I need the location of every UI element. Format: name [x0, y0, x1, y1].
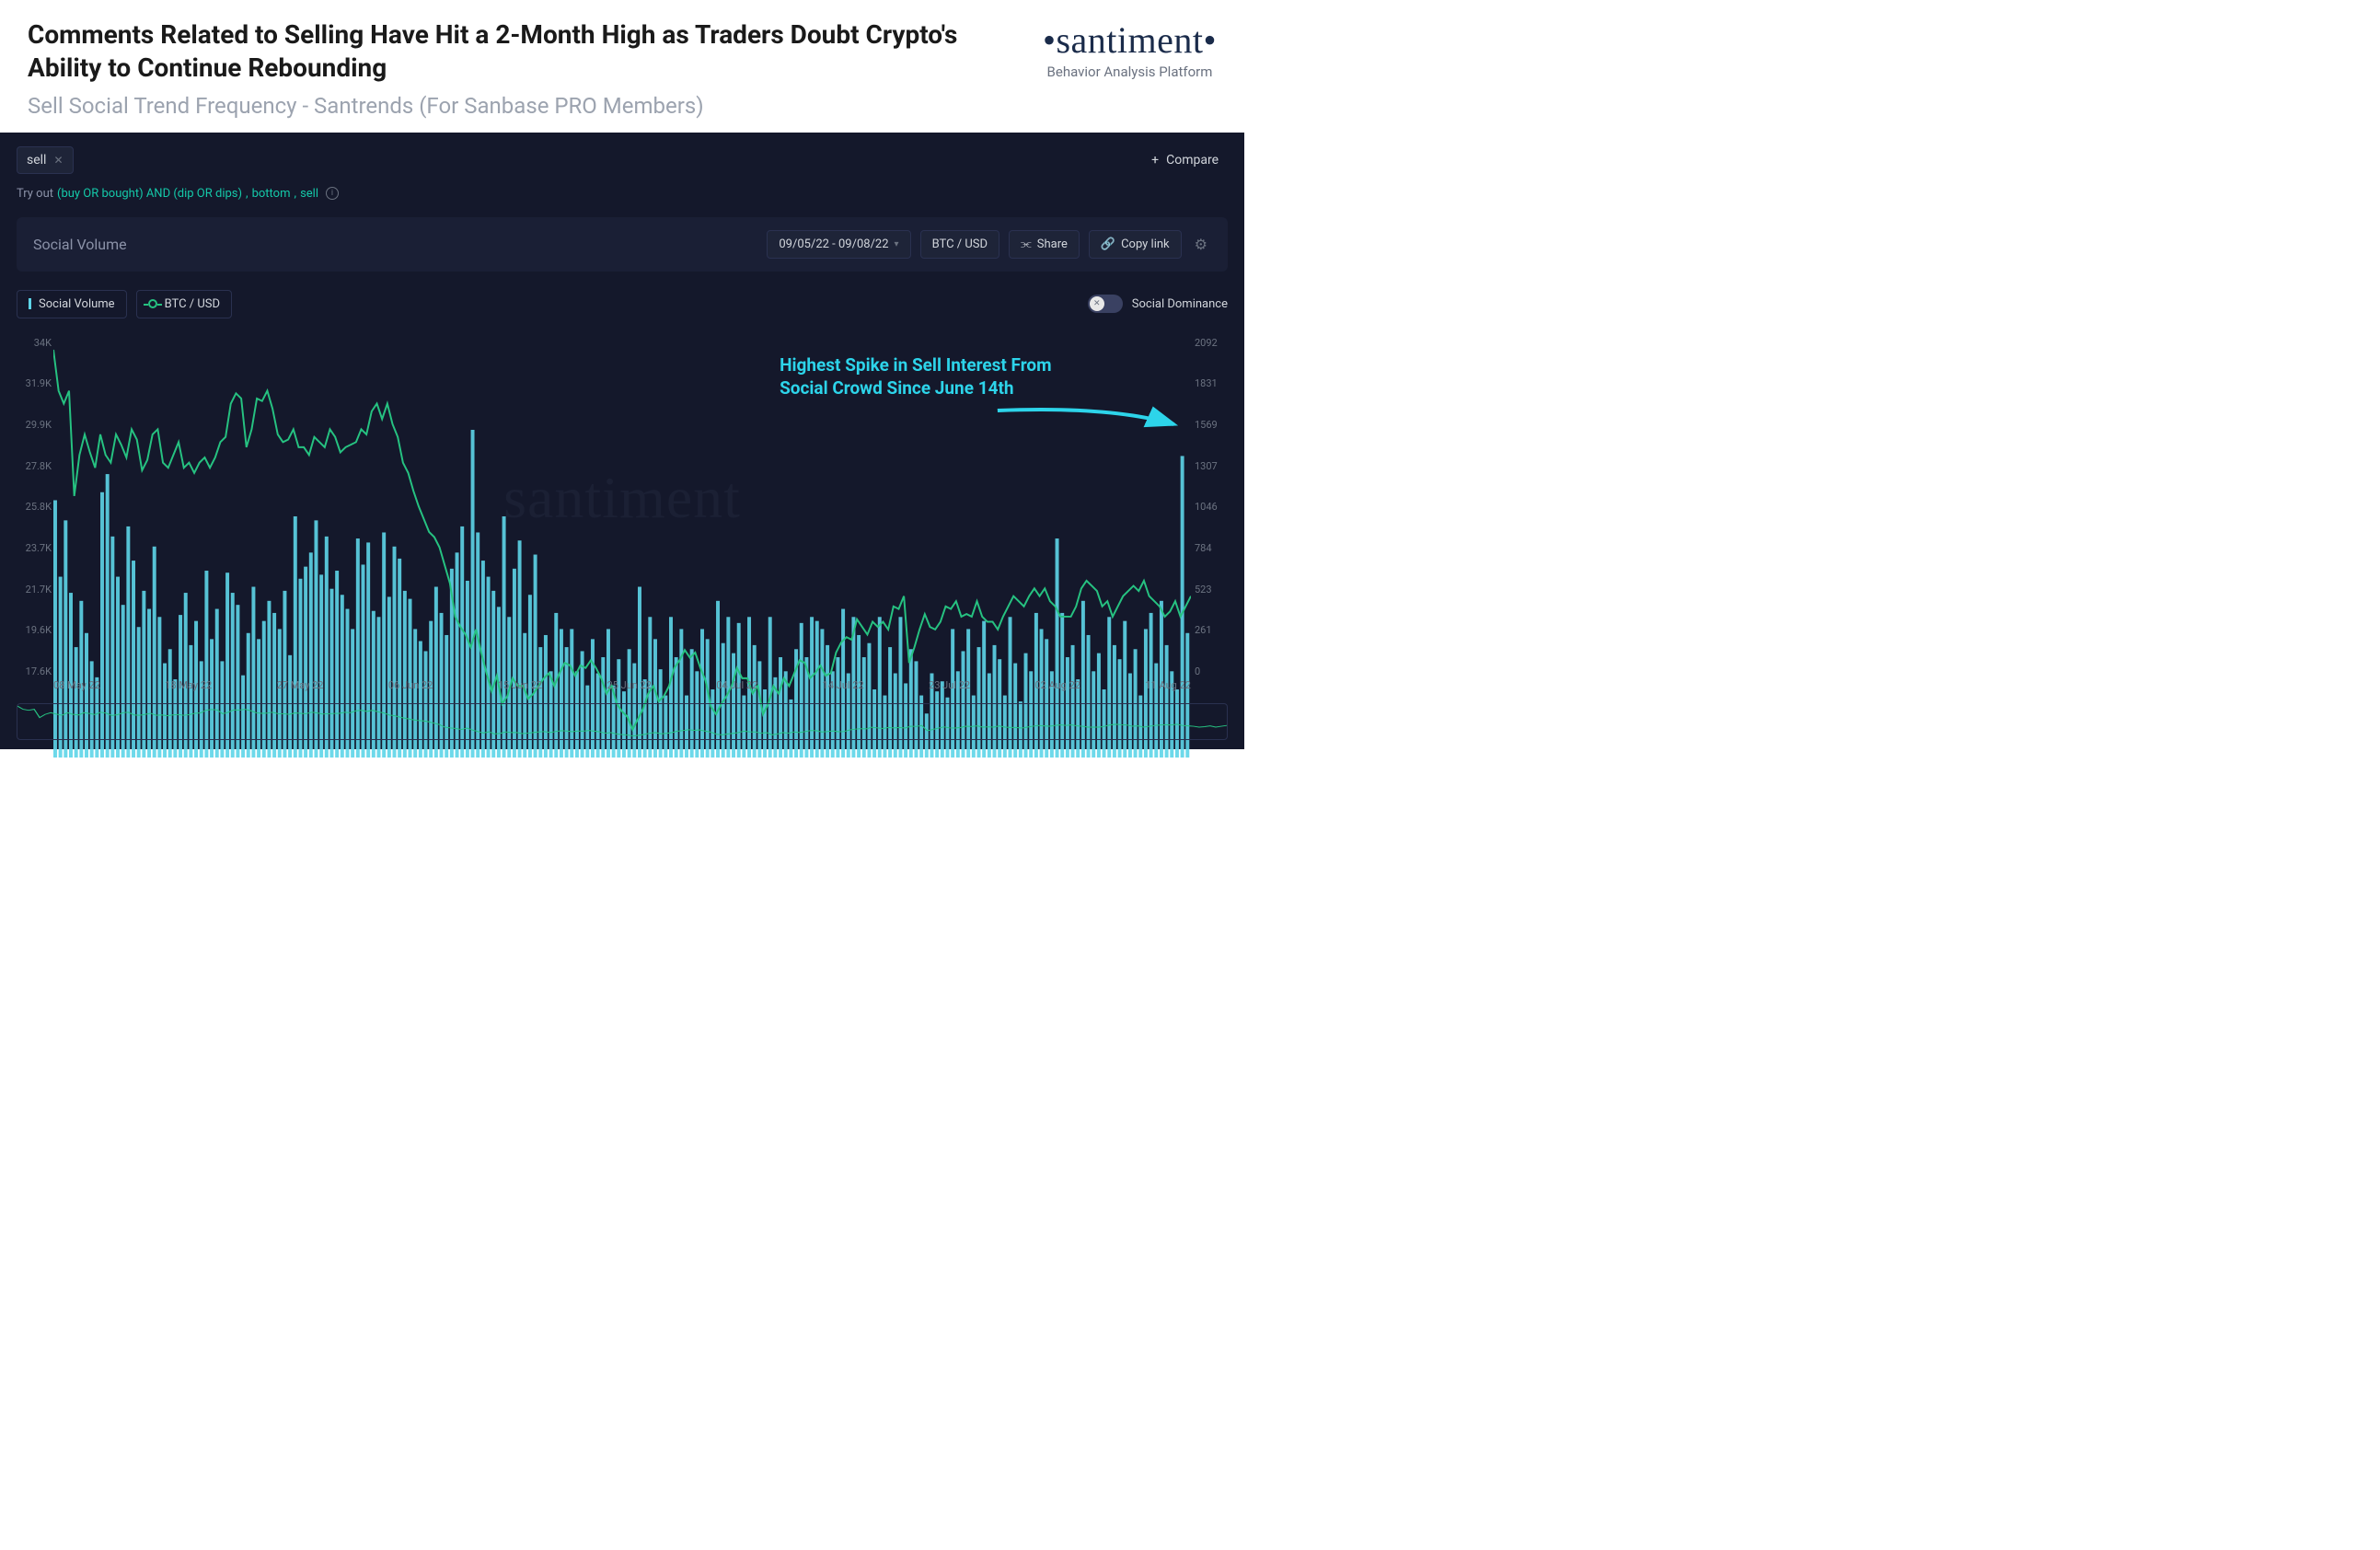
brand-logo: •santiment•	[1043, 18, 1217, 62]
info-icon[interactable]: i	[326, 187, 339, 200]
header-section: Comments Related to Selling Have Hit a 2…	[0, 0, 1244, 133]
dashboard: sell ✕ + Compare Try out (buy OR bought)…	[0, 133, 1244, 749]
toggle-knob: ✕	[1090, 296, 1104, 311]
brand-tagline: Behavior Analysis Platform	[1043, 64, 1217, 80]
panel-header: Social Volume 09/05/22 - 09/08/22 ▾ BTC …	[17, 217, 1228, 272]
tryout-link-2[interactable]: bottom	[252, 187, 291, 201]
brand-section: •santiment• Behavior Analysis Platform	[1006, 18, 1217, 80]
y-axis-left: 34K31.9K29.9K27.8K25.8K23.7K21.7K19.6K17…	[17, 337, 52, 677]
legend-left: Social Volume BTC / USD	[17, 290, 232, 318]
main-title: Comments Related to Selling Have Hit a 2…	[28, 18, 1006, 86]
share-icon: ⫘	[1021, 237, 1032, 251]
search-row: sell ✕ + Compare	[17, 146, 1228, 174]
copy-link-button[interactable]: 🔗 Copy link	[1089, 230, 1182, 259]
x-axis: 08 May 2218 May 2227 May 2206 Jun 2215 J…	[53, 679, 1191, 696]
search-filter-chip[interactable]: sell ✕	[17, 146, 74, 174]
gear-icon[interactable]: ⚙	[1191, 232, 1211, 257]
header-left: Comments Related to Selling Have Hit a 2…	[28, 18, 1006, 119]
pair-selector[interactable]: BTC / USD	[920, 230, 999, 259]
search-chip-label: sell	[27, 153, 46, 168]
legend-row: Social Volume BTC / USD ✕ Social Dominan…	[17, 290, 1228, 318]
y-axis-right: 209218311569130710467845232610	[1195, 337, 1228, 677]
bar-marker-icon	[29, 298, 31, 309]
line-marker-icon	[148, 299, 157, 308]
chart-area: santiment 34K31.9K29.9K27.8K25.8K23.7K21…	[17, 337, 1228, 696]
tryout-link-3[interactable]: sell	[300, 187, 318, 201]
tryout-link-1[interactable]: (buy OR bought) AND (dip OR dips)	[57, 187, 242, 201]
social-dominance-toggle[interactable]: ✕	[1088, 295, 1123, 313]
chart-annotation: Highest Spike in Sell Interest From Soci…	[780, 354, 1056, 399]
close-icon[interactable]: ✕	[53, 154, 63, 167]
compare-button[interactable]: + Compare	[1142, 147, 1228, 173]
date-range-picker[interactable]: 09/05/22 - 09/08/22 ▾	[767, 230, 910, 259]
legend-social-volume[interactable]: Social Volume	[17, 290, 127, 318]
tryout-suggestions: Try out (buy OR bought) AND (dip OR dips…	[17, 187, 1228, 201]
legend-btc-usd[interactable]: BTC / USD	[136, 290, 232, 318]
panel-controls: 09/05/22 - 09/08/22 ▾ BTC / USD ⫘ Share …	[767, 230, 1211, 259]
mini-overview-chart[interactable]	[17, 703, 1228, 740]
link-icon: 🔗	[1101, 237, 1115, 251]
chevron-down-icon: ▾	[895, 239, 899, 249]
social-dominance-toggle-wrap: ✕ Social Dominance	[1088, 295, 1228, 313]
sub-title: Sell Social Trend Frequency - Santrends …	[28, 93, 1006, 119]
panel-title: Social Volume	[33, 236, 127, 253]
plus-icon: +	[1151, 153, 1159, 168]
mini-svg	[17, 704, 1227, 739]
share-button[interactable]: ⫘ Share	[1009, 230, 1080, 259]
